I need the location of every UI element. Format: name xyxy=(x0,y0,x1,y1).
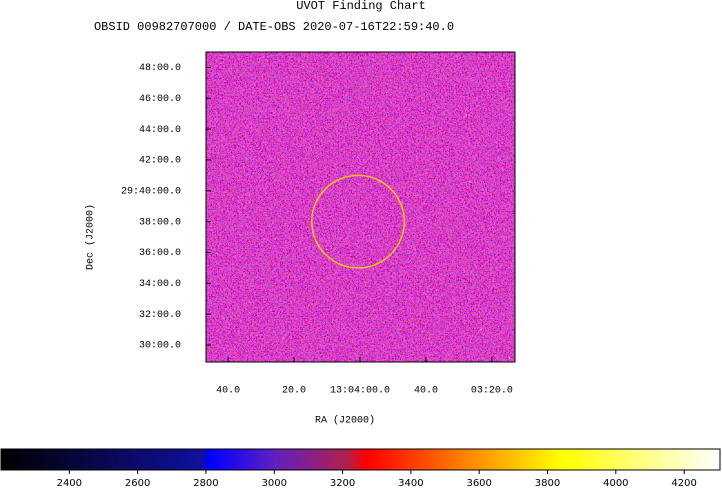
source-region xyxy=(311,174,406,269)
y-axis-label: Dec (J2000) xyxy=(85,204,97,270)
image-panel xyxy=(205,51,516,363)
colorbar-tick-label: 3400 xyxy=(398,478,423,489)
y-tick-label: 34:00.0 xyxy=(139,279,181,290)
x-tick-label: 20.0 xyxy=(282,386,306,397)
y-tick-label: 38:00.0 xyxy=(139,217,181,228)
x-axis-label: RA (J2000) xyxy=(315,415,375,427)
colorbar-tick-label: 3000 xyxy=(262,478,287,489)
colorbar-tick-label: 3200 xyxy=(330,478,355,489)
x-tick-label: 13:04:00.0 xyxy=(330,386,390,397)
colorbar-tick-label: 4000 xyxy=(603,478,628,489)
y-tick-label: 42:00.0 xyxy=(139,156,181,167)
colorbar-tick-label: 3600 xyxy=(466,478,491,489)
y-tick-label: 36:00.0 xyxy=(139,248,181,259)
colorbar xyxy=(0,448,721,471)
x-tick-label: 40.0 xyxy=(414,386,438,397)
colorbar-tick-label: 4200 xyxy=(671,478,696,489)
chart-title: UVOT Finding Chart xyxy=(296,0,426,13)
y-tick-label: 44:00.0 xyxy=(139,125,181,136)
x-tick-label: 03:20.0 xyxy=(471,386,513,397)
y-tick-label: 46:00.0 xyxy=(139,94,181,105)
sources xyxy=(206,52,515,362)
colorbar-tick-label: 2600 xyxy=(125,478,150,489)
y-tick-label: 30:00.0 xyxy=(139,341,181,352)
colorbar-tick-label: 2800 xyxy=(193,478,218,489)
y-tick-label: 48:00.0 xyxy=(139,63,181,74)
x-tick-label: 40.0 xyxy=(216,386,240,397)
y-tick-label: 29:40:00.0 xyxy=(121,186,181,197)
chart-subtitle: OBSID 00982707000 / DATE-OBS 2020-07-16T… xyxy=(94,20,454,34)
colorbar-tick-label: 3800 xyxy=(535,478,560,489)
y-tick-label: 32:00.0 xyxy=(139,310,181,321)
colorbar-tick-label: 2400 xyxy=(57,478,82,489)
